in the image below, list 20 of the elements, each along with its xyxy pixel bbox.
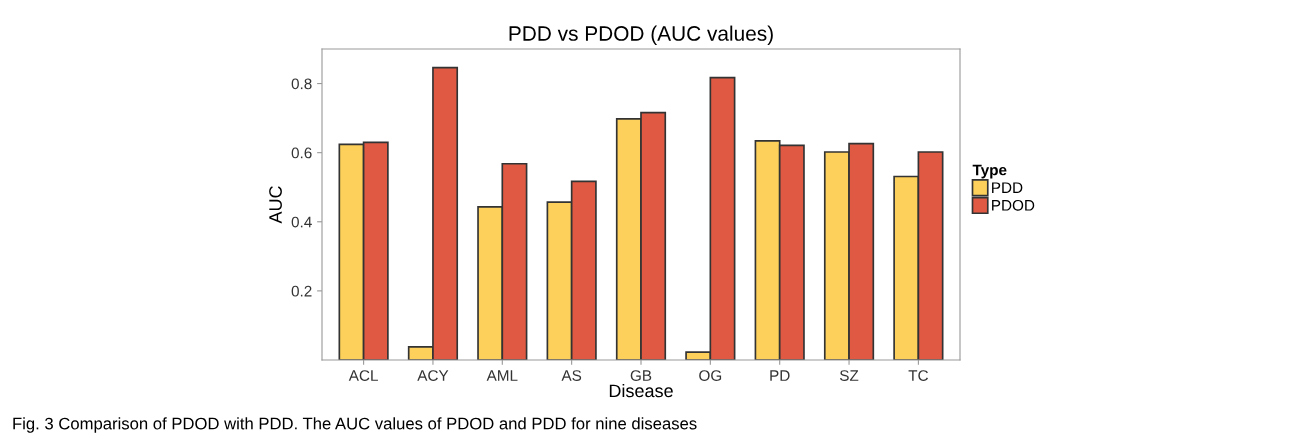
caption: Fig. 3 Comparison of PDOD with PDD. The AUC values of PDOD and PDD for nine diseases (13, 417, 697, 433)
x-tick-label: TC (908, 370, 928, 381)
y-tick-label: 0.4 (291, 216, 312, 228)
y-tick-label: 0.2 (291, 285, 312, 297)
x-tick-label: SZ (839, 370, 859, 381)
x-tick-label: GB (630, 370, 652, 381)
x-tick-label: OG (699, 370, 722, 381)
x-tick-label: ACL (348, 370, 378, 381)
chart-title: PDD vs PDOD (AUC values) (509, 25, 773, 45)
x-tick-label: PD (770, 370, 790, 381)
x-axis-title: Disease (609, 383, 673, 398)
y-axis-title: AUC (269, 186, 282, 224)
legend-label: PDOD (992, 199, 1035, 211)
y-tick-label: 0.8 (291, 78, 312, 90)
x-tick-label: AML (486, 370, 518, 381)
legend-title: Type (972, 164, 1007, 179)
x-tick-label: ACY (417, 370, 449, 381)
legend-label: PDD (992, 182, 1023, 193)
y-tick-label: 0.6 (291, 147, 312, 159)
x-tick-label: AS (561, 370, 582, 381)
